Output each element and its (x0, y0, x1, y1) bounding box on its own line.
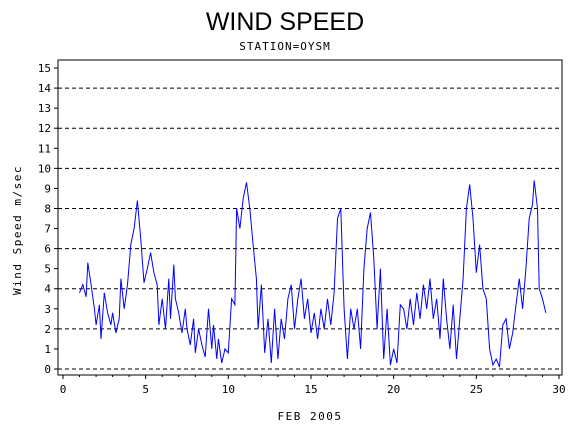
y-tick-label-4: 4 (44, 283, 51, 296)
y-tick-label-12: 12 (38, 122, 51, 135)
chart-subtitle: STATION=OYSM (239, 40, 330, 53)
y-tick-label-6: 6 (44, 243, 51, 256)
chart-title: WIND SPEED (206, 8, 364, 36)
y-tick-label-0: 0 (44, 363, 51, 376)
y-axis-label: Wind Speed m/sec (11, 165, 24, 295)
plot-frame (57, 59, 563, 376)
y-tick-label-3: 3 (44, 303, 51, 316)
x-tick-label-20: 20 (387, 383, 400, 396)
y-tick-label-7: 7 (44, 223, 51, 236)
y-tick-label-10: 10 (38, 162, 51, 175)
wind-speed-series-line (79, 180, 547, 368)
axes (57, 59, 563, 376)
y-tick-label-9: 9 (44, 182, 51, 195)
x-tick-label-30: 30 (552, 383, 565, 396)
y-tick-label-5: 5 (44, 263, 51, 276)
x-axis-ticks: 0 5 10 15 20 25 30 (60, 375, 566, 396)
gridlines (58, 87, 562, 370)
y-tick-label-8: 8 (44, 202, 51, 215)
y-tick-label-11: 11 (38, 142, 51, 155)
x-tick-label-25: 25 (470, 383, 483, 396)
x-tick-label-5: 5 (142, 383, 149, 396)
y-tick-label-2: 2 (44, 323, 51, 336)
y-tick-label-1: 1 (44, 343, 51, 356)
x-tick-label-10: 10 (222, 383, 235, 396)
x-tick-label-0: 0 (60, 383, 67, 396)
x-tick-label-15: 15 (304, 383, 317, 396)
y-tick-label-15: 15 (38, 62, 51, 75)
x-axis-label: FEB 2005 (278, 410, 343, 423)
y-tick-label-13: 13 (38, 102, 51, 115)
y-tick-label-14: 14 (38, 82, 52, 95)
